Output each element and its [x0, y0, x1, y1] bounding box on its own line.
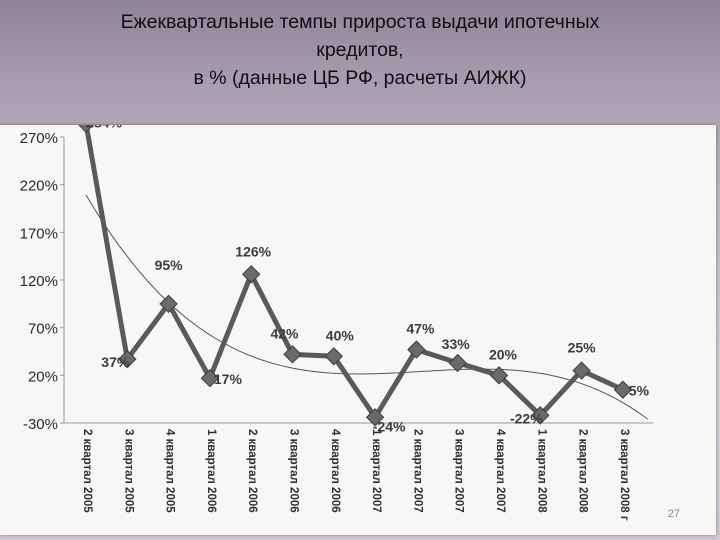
y-tick-label: 70% — [28, 321, 58, 338]
slide-title: Ежеквартальные темпы прироста выдачи ипо… — [40, 8, 680, 92]
x-tick-label: 3 квартал 2007 — [453, 429, 465, 513]
chart-panel: 270% 220% 170% 120% 70% 20% -30% 284% 37% 95% 17% 1… — [0, 125, 716, 535]
data-label: 40% — [326, 327, 355, 343]
y-tick-label: 20% — [28, 368, 58, 385]
data-point — [324, 347, 343, 366]
data-point — [76, 125, 96, 133]
y-tick-label: 220% — [20, 178, 58, 195]
data-point — [118, 349, 137, 369]
data-point — [407, 340, 426, 359]
data-label: -24% — [373, 418, 406, 434]
x-tick-label: 2 квартал 2008 — [577, 429, 589, 513]
data-point — [448, 353, 467, 373]
data-point — [613, 380, 633, 399]
data-point — [531, 406, 550, 425]
trendline — [85, 194, 648, 420]
data-label: 20% — [489, 346, 518, 362]
data-label: 126% — [235, 243, 271, 259]
data-point — [200, 369, 220, 388]
data-point — [159, 294, 178, 314]
x-tick-label: 1 квартал 2006 — [205, 429, 217, 513]
x-tick-label: 3 квартал 2008 г — [618, 429, 630, 521]
data-point — [242, 265, 261, 284]
data-label: 25% — [568, 340, 597, 356]
x-tick-label: 3 квартал 2006 — [288, 429, 300, 513]
x-tick-label: 1 квартал 2007 — [370, 429, 382, 513]
data-label: 47% — [406, 321, 435, 337]
x-tick-label: 4 квартал 2006 — [329, 429, 341, 513]
line-chart: 270% 220% 170% 120% 70% 20% -30% 284% 37% 95% 17% 1… — [20, 125, 653, 521]
title-line-2: кредитов, — [316, 39, 404, 61]
y-tick-label: -30% — [23, 416, 58, 433]
page-number: 27 — [667, 508, 680, 520]
x-tick-label: 1 квартал 2008 — [535, 429, 547, 513]
title-line-3: в % (данные ЦБ РФ, расчеты АИЖК) — [193, 67, 527, 89]
data-label: 42% — [270, 325, 299, 341]
data-label: 284% — [86, 125, 122, 131]
x-tick-label: 2 квартал 2005 — [81, 429, 93, 513]
x-tick-label: 2 квартал 2006 — [246, 429, 258, 513]
y-tick-label: 120% — [20, 273, 58, 290]
y-tick-label: 170% — [20, 225, 58, 242]
data-label: 17% — [214, 371, 243, 387]
data-point — [572, 361, 591, 380]
data-label: 37% — [101, 354, 130, 370]
data-point — [283, 345, 302, 364]
data-point — [365, 408, 385, 427]
data-point — [489, 366, 509, 385]
data-label: -22% — [510, 410, 543, 426]
x-tick-label: 4 квартал 2007 — [494, 429, 506, 513]
data-label: 5% — [629, 383, 650, 399]
x-tick-label: 2 квартал 2007 — [411, 429, 423, 513]
x-tick-label: 4 квартал 2005 — [164, 429, 176, 513]
y-tick-label: 270% — [20, 130, 58, 147]
x-tick-label: 3 квартал 2005 — [122, 429, 134, 513]
series-line — [83, 125, 624, 420]
data-label: 95% — [155, 257, 184, 273]
title-line-1: Ежеквартальные темпы прироста выдачи ипо… — [120, 11, 600, 33]
data-label: 33% — [442, 336, 471, 352]
